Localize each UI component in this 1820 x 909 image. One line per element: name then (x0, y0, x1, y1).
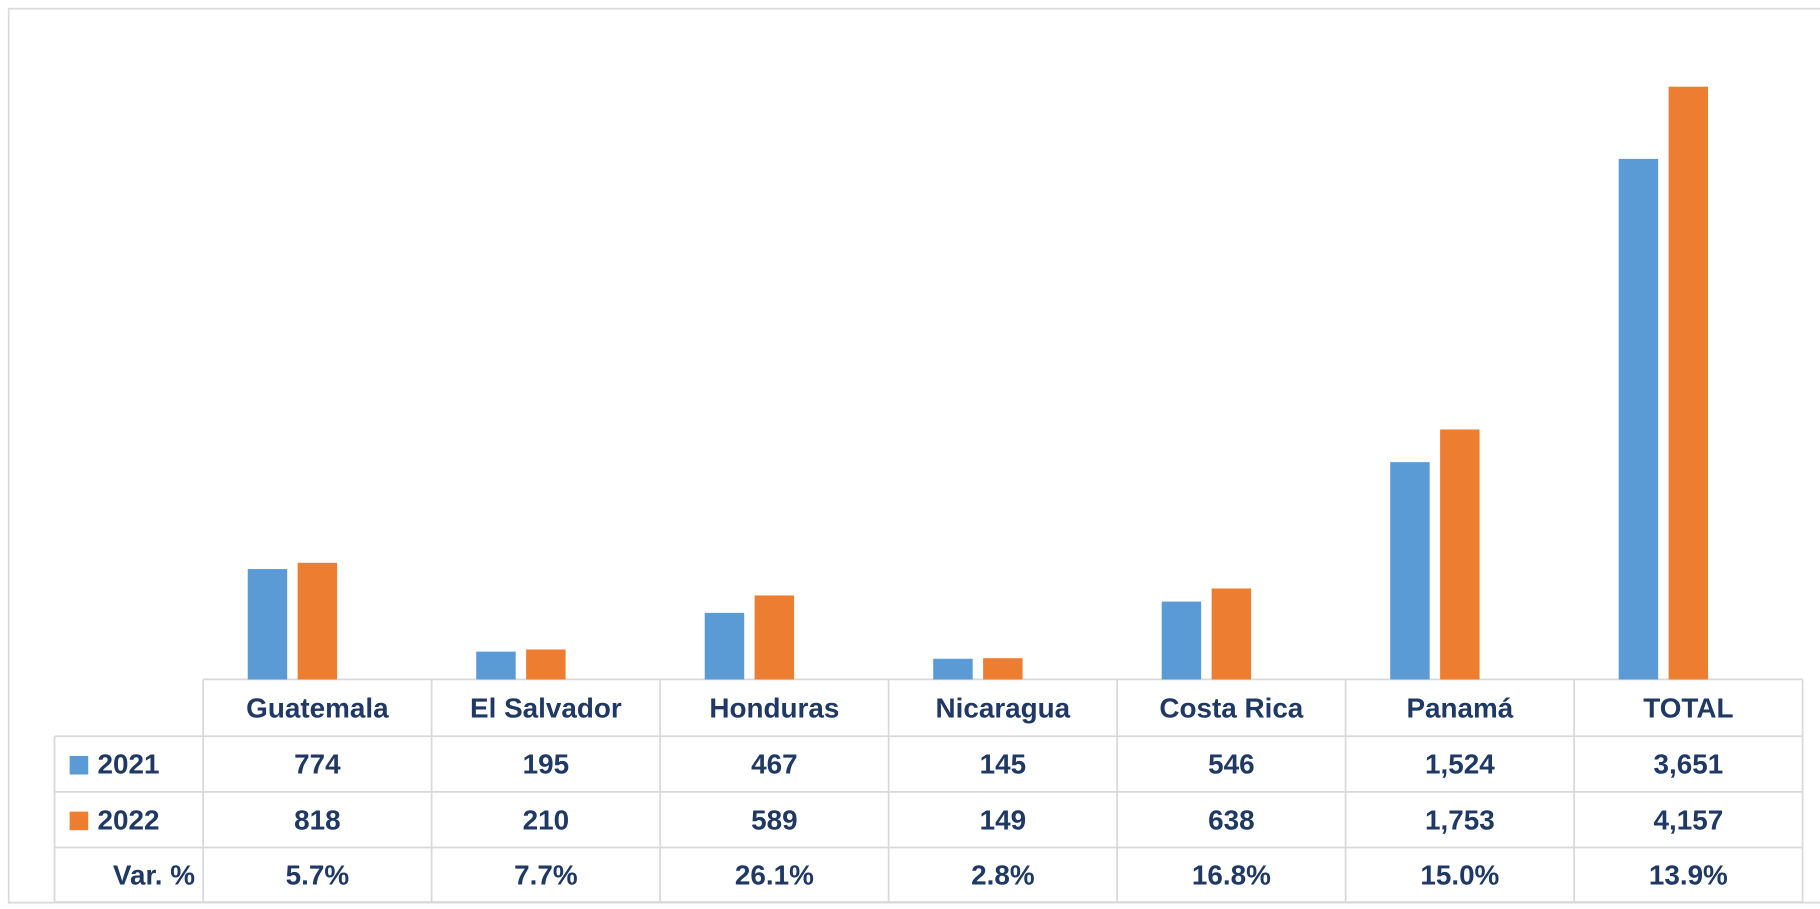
category-label: Nicaragua (936, 693, 1071, 724)
variation-value: 15.0% (1420, 859, 1499, 890)
table-value: 818 (294, 804, 340, 835)
bar (1390, 462, 1430, 680)
legend-label: 2022 (98, 804, 160, 835)
table-value: 774 (294, 749, 341, 780)
legend-key (69, 811, 89, 831)
bar (983, 658, 1023, 680)
variation-label: Var. % (113, 859, 195, 890)
bar (754, 595, 795, 680)
bar (1668, 86, 1709, 680)
bar (247, 569, 288, 680)
bar (476, 651, 516, 680)
bar (297, 562, 338, 680)
category-label: Honduras (709, 693, 839, 724)
bar (1440, 429, 1480, 680)
variation-value: 13.9% (1649, 859, 1728, 890)
table-value: 145 (980, 749, 1026, 780)
bar (1161, 601, 1202, 680)
variation-value: 16.8% (1192, 859, 1271, 890)
bar (1211, 588, 1252, 680)
chart-border (7, 7, 1820, 904)
table-value: 4,157 (1654, 804, 1724, 835)
table-value: 210 (523, 804, 569, 835)
variation-value: 2.8% (971, 859, 1035, 890)
category-label: El Salvador (470, 693, 622, 724)
table-value: 3,651 (1654, 749, 1724, 780)
table-value: 589 (751, 804, 797, 835)
table-value: 149 (980, 804, 1026, 835)
bar (933, 658, 973, 680)
category-label: Guatemala (246, 693, 389, 724)
table-value: 638 (1208, 804, 1254, 835)
table-value: 1,524 (1425, 749, 1495, 780)
table-value: 467 (751, 749, 797, 780)
variation-value: 26.1% (735, 859, 814, 890)
category-label: Panamá (1406, 693, 1513, 724)
legend-key (69, 755, 89, 775)
category-label: Costa Rica (1159, 693, 1303, 724)
variation-value: 7.7% (514, 859, 578, 890)
table-value: 1,753 (1425, 804, 1495, 835)
legend-label: 2021 (98, 749, 160, 780)
category-label: TOTAL (1643, 693, 1733, 724)
bar (704, 612, 745, 680)
bar (526, 649, 566, 680)
table-value: 546 (1208, 749, 1254, 780)
table-value: 195 (523, 749, 569, 780)
bar (1618, 158, 1659, 680)
variation-value: 5.7% (286, 859, 350, 890)
